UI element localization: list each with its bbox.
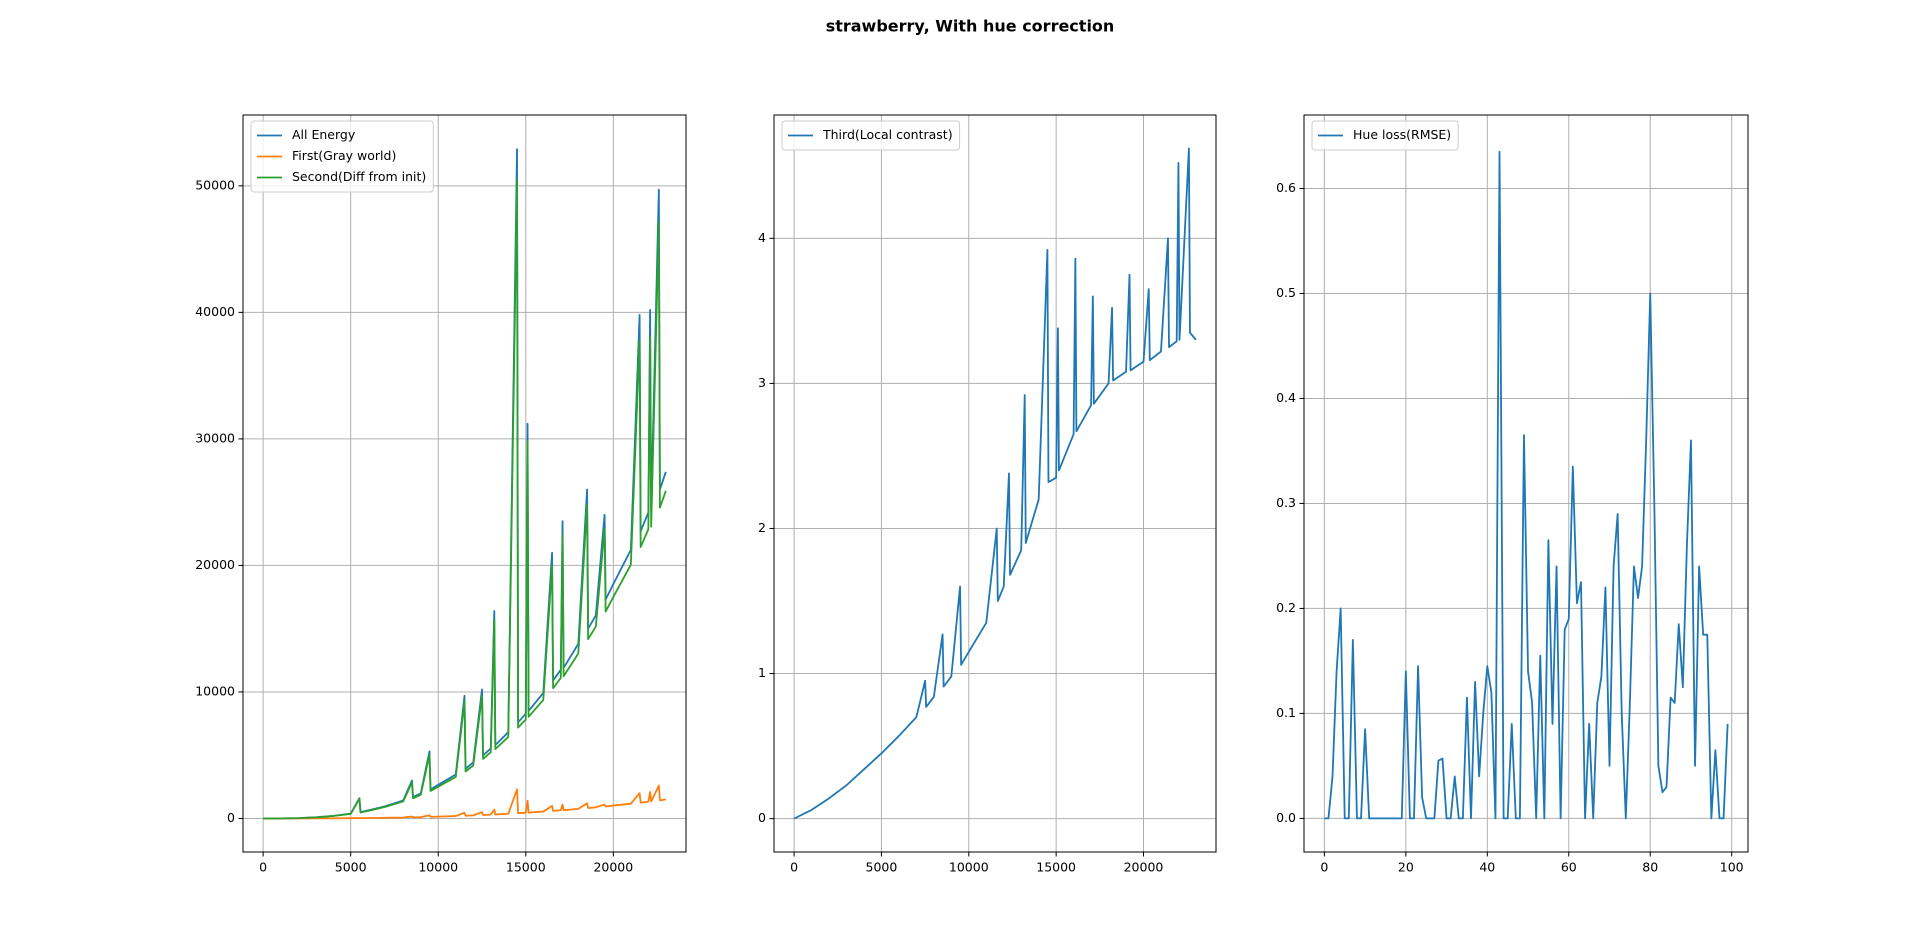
y-tick-label: 0 [227,810,235,825]
y-tick-label: 0.2 [1276,600,1296,615]
x-tick-label: 5000 [335,860,367,875]
y-tick-label: 30000 [195,430,235,445]
x-tick-label: 20000 [593,860,633,875]
y-tick-label: 50000 [195,177,235,192]
subplot: 0 20 40 60 80 100 0.0 0.1 0.2 0.3 0.4 0.5 0.6 Hue los… [1276,114,1749,875]
y-tick-label: 10000 [195,683,235,698]
plot-frame [773,114,1217,853]
legend-label: First(Gray world) [292,148,396,163]
figure-title: strawberry, With hue correction [826,17,1115,36]
legend-box [250,120,434,193]
y-tick-label: 0.0 [1276,810,1296,825]
plot-frame [1303,114,1749,853]
y-tick-label: 0.3 [1276,495,1296,510]
y-tick-label: 0 [758,810,766,825]
x-tick-label: 20000 [1124,860,1164,875]
legend-label: Second(Diff from init) [292,169,426,184]
x-tick-label: 80 [1642,860,1658,875]
x-tick-label: 0 [790,860,798,875]
data-line [793,147,1197,820]
y-tick-label: 0.4 [1276,390,1296,405]
x-tick-label: 60 [1561,860,1577,875]
x-tick-label: 40 [1479,860,1495,875]
x-tick-label: 10000 [418,860,458,875]
plot-frame [242,114,687,853]
y-tick-label: 40000 [195,304,235,319]
x-tick-label: 10000 [949,860,989,875]
y-tick-label: 2 [758,520,766,535]
data-line [263,784,667,820]
legend-label: All Energy [292,127,356,142]
y-tick-label: 0.5 [1276,285,1296,300]
legend-box [781,120,961,151]
legend: Third(Local contrast) [781,120,961,151]
x-tick-label: 20 [1398,860,1414,875]
y-tick-label: 4 [758,230,766,245]
y-tick-label: 0.1 [1276,705,1296,720]
legend: Hue loss(RMSE) [1311,120,1459,151]
subplot: 0 5000 10000 15000 20000 0 10000 20000 30000 4000… [195,114,687,875]
data-line [1324,150,1729,820]
legend: All Energy First(Gray world) Second(Diff f… [250,120,434,193]
x-tick-label: 15000 [506,860,546,875]
y-tick-label: 1 [758,665,766,680]
x-tick-label: 100 [1720,860,1744,875]
x-tick-label: 0 [259,860,267,875]
x-tick-label: 0 [1320,860,1328,875]
data-line [263,178,667,820]
y-tick-label: 3 [758,375,766,390]
subplot: 0 5000 10000 15000 20000 0 1 2 3 4 Third(Local con… [758,114,1217,875]
y-tick-label: 20000 [195,557,235,572]
legend-box [1311,120,1459,151]
y-tick-label: 0.6 [1276,180,1296,195]
x-tick-label: 5000 [866,860,898,875]
x-tick-label: 15000 [1036,860,1076,875]
legend-label: Hue loss(RMSE) [1353,127,1451,142]
legend-label: Third(Local contrast) [822,127,953,142]
